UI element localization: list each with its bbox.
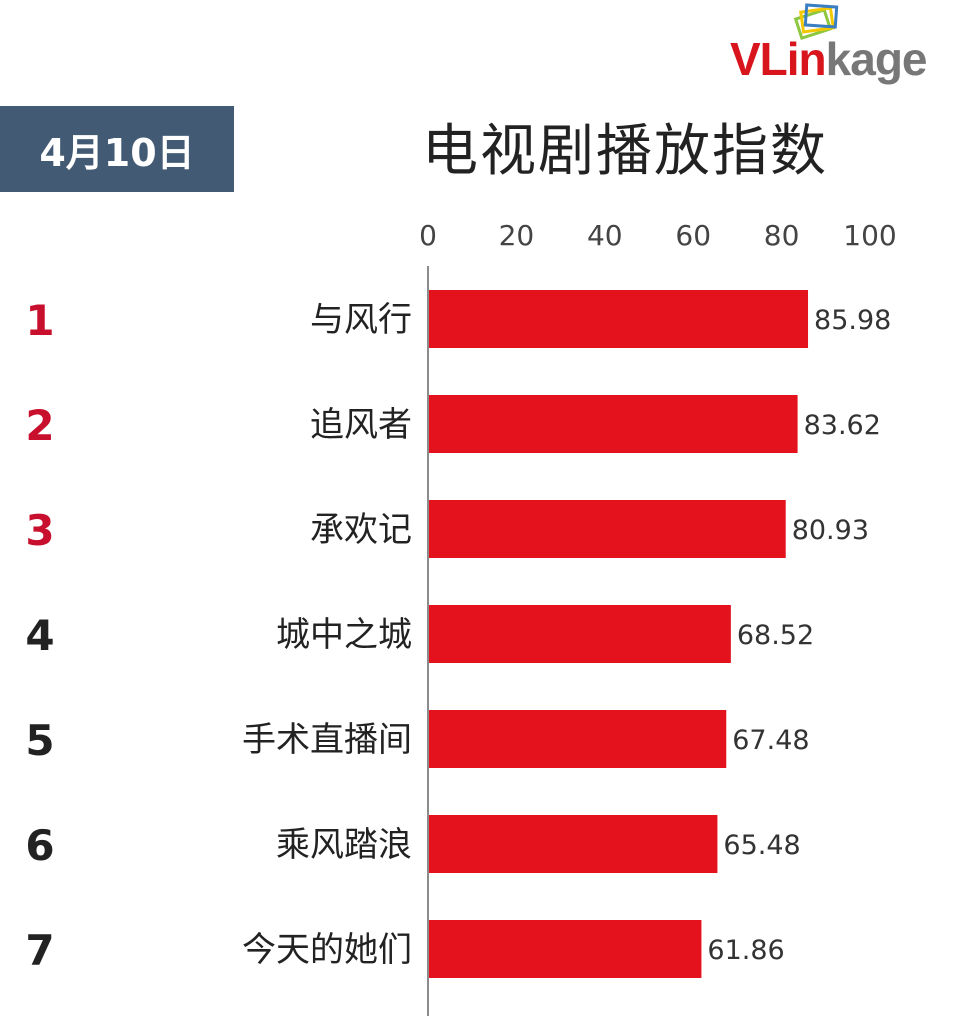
date-badge: 4月10日: [0, 106, 234, 192]
bar-value-label: 85.98: [814, 305, 891, 336]
bar: [429, 815, 718, 873]
category-label: 与风行: [310, 300, 412, 340]
bar-value-label: 61.86: [707, 935, 784, 966]
bar-value-label: 65.48: [723, 830, 800, 861]
vlinkage-logo-icon: [793, 3, 839, 41]
rank-number: 5: [25, 716, 54, 765]
bar: [429, 920, 702, 978]
rank-number: 1: [25, 296, 54, 345]
bar-value-label: 67.48: [732, 725, 809, 756]
x-tick-label: 20: [499, 219, 535, 252]
category-label: 追风者: [310, 405, 412, 445]
vlinkage-logo-text: VLinkage: [730, 32, 928, 86]
bar: [429, 395, 798, 453]
category-label: 乘风踏浪: [276, 825, 412, 865]
category-label: 城中之城: [276, 615, 412, 655]
bar: [429, 290, 809, 348]
bar-chart: 0 20 40 60 80 100 85.98 与风行 1 83.62 追风者 2 80.93 承欢记 3 6…: [25, 219, 897, 1016]
rank-number: 7: [25, 926, 54, 975]
chart-title: 电视剧播放指数: [422, 119, 828, 184]
x-tick-label: 40: [587, 219, 623, 252]
bar-value-label: 83.62: [804, 410, 881, 441]
x-tick-label: 100: [843, 219, 896, 252]
category-label: 手术直播间: [242, 720, 412, 760]
bar-value-label: 80.93: [792, 515, 869, 546]
rank-number: 6: [25, 821, 54, 870]
rank-number: 2: [25, 401, 54, 450]
x-tick-label: 0: [419, 219, 437, 252]
date-label: 4月10日: [39, 130, 195, 175]
vlinkage-logo: VLinkage: [730, 2, 958, 92]
logo-text-part2: kage: [825, 33, 928, 85]
x-tick-label: 80: [764, 219, 800, 252]
bar: [429, 500, 786, 558]
category-label: 承欢记: [310, 510, 412, 550]
bar: [429, 605, 731, 663]
x-tick-label: 60: [675, 219, 711, 252]
bar: [429, 710, 727, 768]
category-label: 今天的她们: [242, 930, 412, 970]
logo-text-part1: VLin: [730, 33, 827, 85]
rank-number: 3: [25, 506, 54, 555]
rank-number: 4: [25, 611, 54, 660]
bar-value-label: 68.52: [737, 620, 814, 651]
